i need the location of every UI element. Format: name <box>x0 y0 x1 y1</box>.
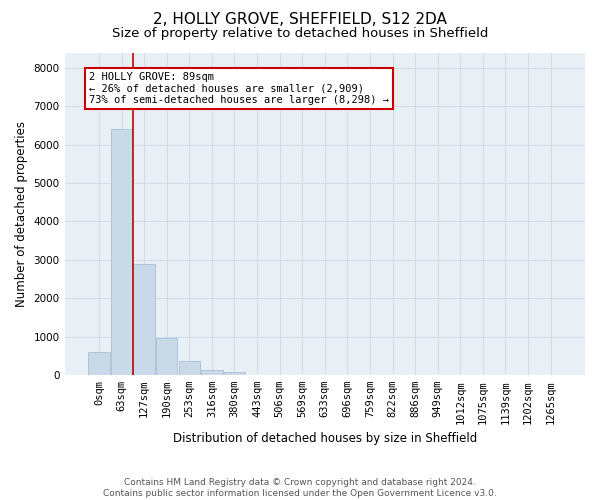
Text: 2 HOLLY GROVE: 89sqm
← 26% of detached houses are smaller (2,909)
73% of semi-de: 2 HOLLY GROVE: 89sqm ← 26% of detached h… <box>89 72 389 105</box>
Text: 2, HOLLY GROVE, SHEFFIELD, S12 2DA: 2, HOLLY GROVE, SHEFFIELD, S12 2DA <box>153 12 447 28</box>
Bar <box>156 338 178 375</box>
Bar <box>111 130 132 375</box>
Bar <box>224 372 245 375</box>
Bar <box>133 264 155 375</box>
Bar <box>88 352 110 375</box>
Bar <box>201 370 223 375</box>
X-axis label: Distribution of detached houses by size in Sheffield: Distribution of detached houses by size … <box>173 432 477 445</box>
Y-axis label: Number of detached properties: Number of detached properties <box>15 121 28 307</box>
Text: Size of property relative to detached houses in Sheffield: Size of property relative to detached ho… <box>112 28 488 40</box>
Text: Contains HM Land Registry data © Crown copyright and database right 2024.
Contai: Contains HM Land Registry data © Crown c… <box>103 478 497 498</box>
Bar <box>179 361 200 375</box>
